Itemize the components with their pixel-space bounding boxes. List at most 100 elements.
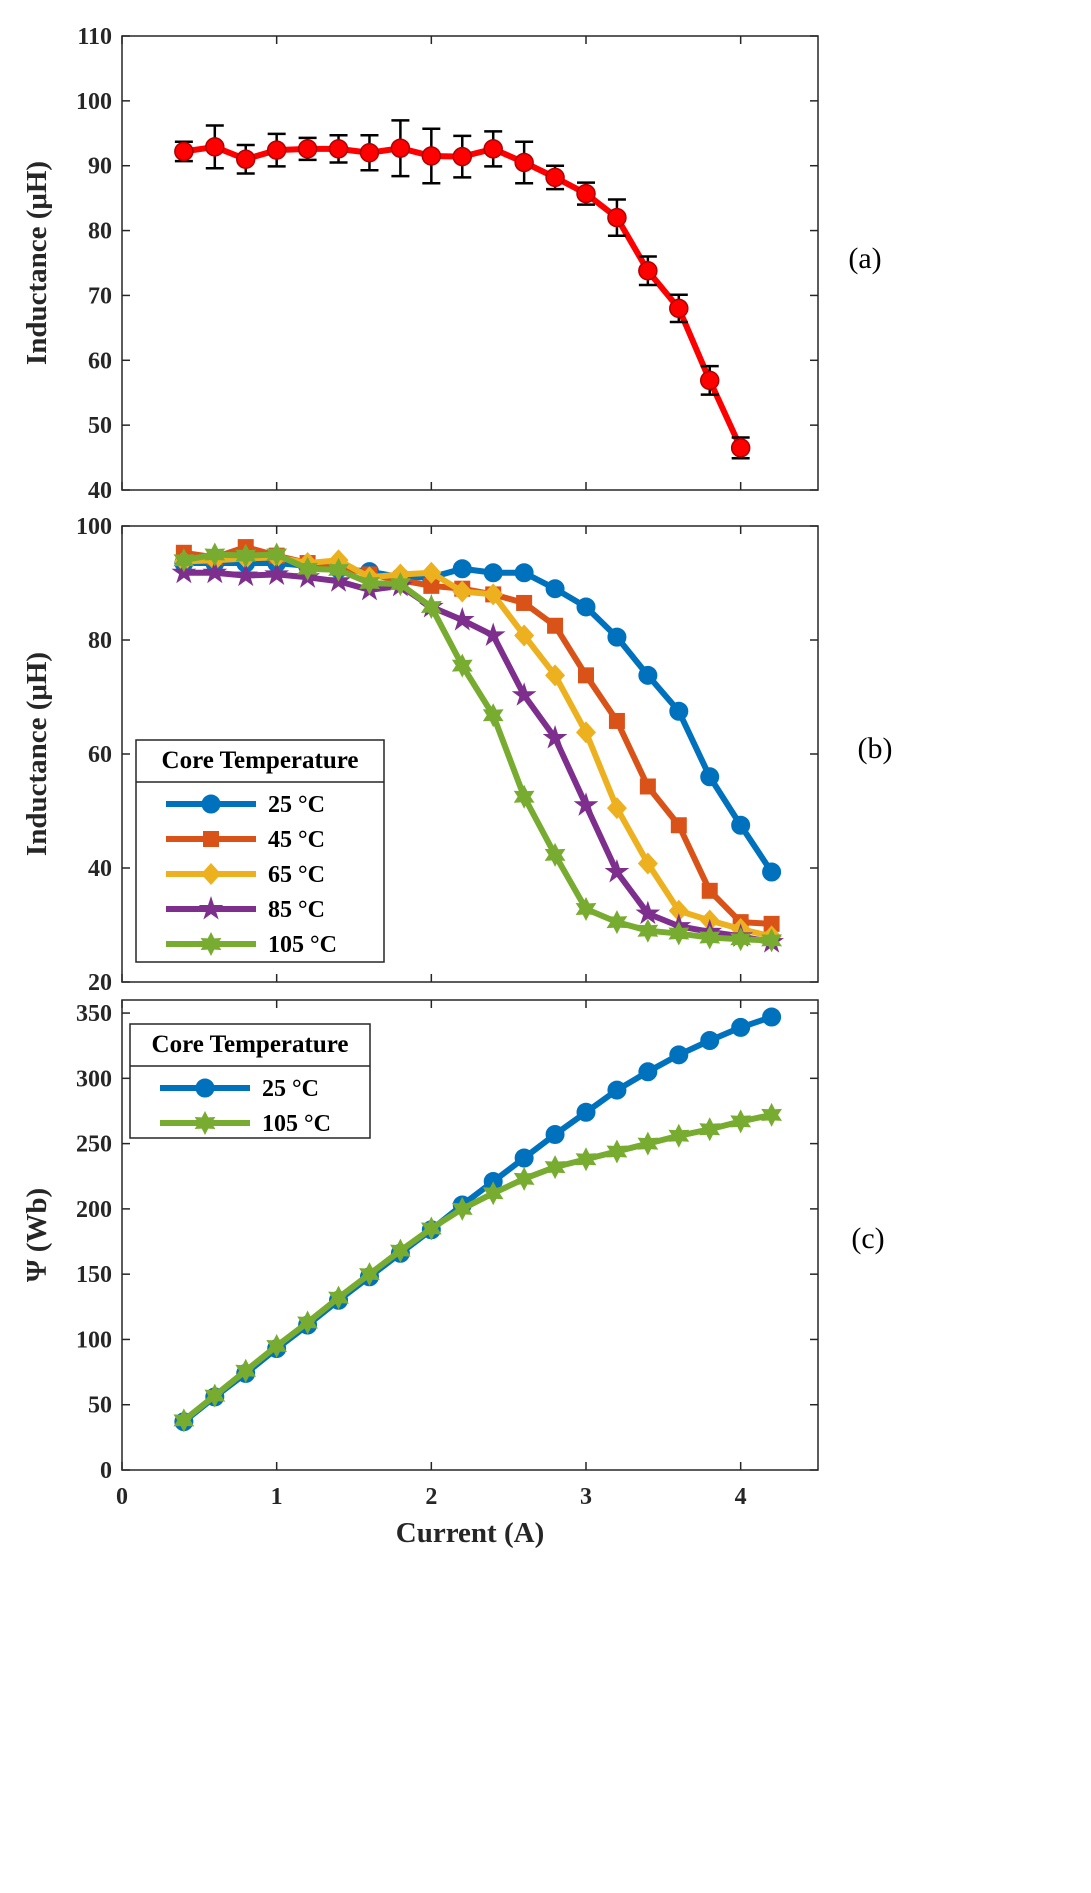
y-tick-label: 100	[76, 514, 112, 540]
y-tick-label: 60	[88, 742, 112, 768]
data-point	[297, 139, 318, 159]
data-point	[731, 1017, 751, 1037]
data-point	[761, 1102, 782, 1127]
data-point	[607, 1080, 627, 1100]
data-point	[482, 703, 504, 728]
data-point	[483, 139, 503, 159]
data-point	[235, 1358, 257, 1383]
panel-label: (a)	[848, 242, 881, 275]
legend-marker	[201, 794, 221, 814]
legend-marker	[194, 1111, 216, 1135]
data-point	[635, 900, 661, 925]
data-point	[513, 1166, 535, 1191]
data-point	[699, 370, 720, 391]
legend-marker	[200, 932, 222, 956]
data-point	[235, 149, 256, 169]
legend-marker	[201, 863, 221, 885]
y-tick-label: 150	[76, 1262, 112, 1288]
legend-label: 45 °C	[268, 827, 325, 853]
data-point	[668, 899, 689, 922]
y-tick-label: 20	[88, 970, 112, 996]
data-point	[668, 921, 690, 946]
data-point	[576, 1102, 596, 1122]
data-point	[359, 142, 380, 163]
data-point	[638, 261, 658, 281]
legend-label: 105 °C	[268, 932, 337, 958]
data-point	[700, 767, 720, 787]
y-tick-label: 200	[76, 1197, 112, 1223]
chart-panel-a: 40 50 60 70 80 90 100 110 Inductance (μH) (a)	[21, 24, 882, 504]
legend-label: 85 °C	[268, 897, 325, 923]
data-point	[604, 858, 630, 883]
data-point	[420, 1216, 442, 1241]
data-point	[578, 667, 594, 684]
legend-marker	[195, 1078, 215, 1098]
y-tick-label: 350	[76, 1001, 112, 1027]
data-point	[637, 918, 659, 943]
data-point	[359, 1262, 380, 1287]
series-105c	[173, 542, 782, 953]
data-point	[423, 577, 440, 594]
data-point	[204, 1383, 226, 1408]
data-point	[328, 1285, 349, 1310]
data-point	[763, 915, 780, 932]
legend: Core Temperature 25 °C 45 °C 65 °C 85 °C 105 …	[135, 739, 385, 963]
legend-label: 25 °C	[268, 792, 325, 818]
data-point	[451, 653, 473, 678]
data-point	[514, 563, 534, 583]
y-tick-label: 40	[88, 856, 112, 882]
data-point	[359, 571, 380, 595]
data-point	[482, 1181, 504, 1206]
data-point	[637, 852, 658, 875]
data-point	[762, 862, 782, 882]
data-point	[390, 572, 411, 597]
data-point	[606, 797, 627, 820]
data-point	[390, 138, 411, 158]
y-tick-label: 50	[88, 1393, 112, 1419]
legend-label: 25 °C	[262, 1076, 319, 1102]
plot-area-frame	[121, 35, 819, 491]
data-point	[573, 792, 599, 816]
data-point	[730, 438, 751, 458]
data-point	[700, 1030, 720, 1050]
data-point	[297, 556, 318, 581]
y-tick-label: 60	[88, 348, 112, 374]
data-point	[545, 1124, 565, 1144]
data-point	[730, 1109, 752, 1134]
data-point	[576, 721, 596, 744]
x-tick-label: 3	[580, 1484, 592, 1510]
panel-label: (b)	[858, 732, 893, 765]
data-point	[514, 1148, 534, 1168]
data-point	[328, 139, 349, 159]
y-axis-label: Inductance (μH)	[21, 161, 53, 365]
legend-box	[129, 1023, 371, 1139]
data-point	[233, 562, 259, 587]
data-point	[668, 1123, 690, 1148]
data-point	[547, 617, 564, 634]
y-tick-label: 250	[76, 1132, 112, 1158]
data-point	[762, 1007, 782, 1027]
data-point	[670, 817, 687, 834]
chart-panel-b: 20 40 60 80 100 Inductance (μH) (b) Core Temper…	[21, 514, 892, 996]
data-point	[544, 842, 566, 867]
data-point	[297, 1310, 318, 1335]
data-point	[638, 665, 658, 685]
y-axis-label: Ψ (Wb)	[21, 1188, 53, 1282]
plot-area-frame	[121, 999, 819, 1471]
legend-title: Core Temperature	[162, 747, 359, 774]
data-point	[638, 1062, 658, 1082]
data-point	[576, 183, 596, 204]
data-point	[421, 146, 442, 166]
data-point	[266, 542, 288, 567]
data-point	[607, 207, 627, 228]
data-point	[542, 725, 568, 749]
y-tick-label: 0	[100, 1458, 112, 1484]
legend-marker	[198, 896, 224, 920]
y-tick-label: 40	[88, 478, 112, 504]
data-point	[606, 910, 628, 935]
data-point	[174, 141, 194, 162]
data-point	[608, 712, 625, 729]
data-point	[699, 925, 721, 950]
data-point	[173, 1408, 195, 1433]
